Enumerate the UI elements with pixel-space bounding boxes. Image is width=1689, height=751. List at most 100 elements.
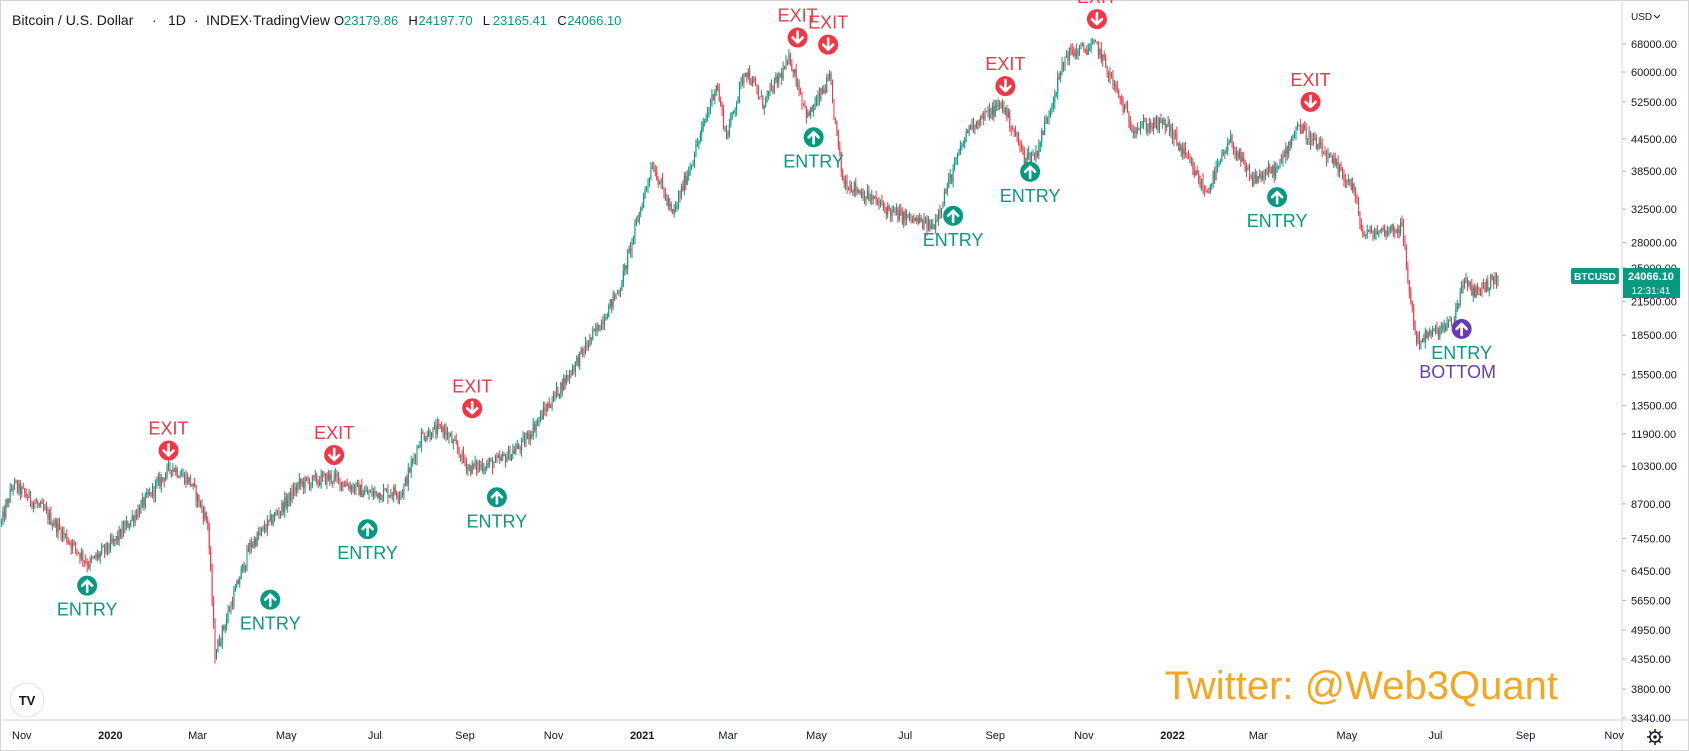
candle-body	[820, 88, 822, 100]
candle-body	[332, 481, 334, 483]
candle-body	[1212, 171, 1214, 184]
candle-body	[983, 116, 985, 119]
candle-body	[420, 432, 422, 447]
candle-body	[22, 487, 24, 489]
exit-label: EXIT	[985, 54, 1025, 74]
candle-body	[648, 178, 650, 183]
candle-body	[188, 476, 190, 484]
price-tick-label: 7450.00	[1631, 534, 1671, 546]
price-tick-label: 5650.00	[1631, 595, 1671, 607]
entry-signal[interactable]: ENTRY	[240, 589, 301, 634]
candle-body	[1198, 174, 1200, 182]
candle-body	[233, 591, 235, 607]
candle-body	[1248, 169, 1251, 175]
candle-body	[1286, 147, 1288, 154]
candle-body	[813, 108, 815, 112]
candle-body	[927, 220, 929, 230]
candle-body	[618, 292, 620, 294]
arrow-down-glyph	[999, 78, 1012, 93]
candles-group	[0, 38, 1499, 664]
entry-signal[interactable]: ENTRY	[57, 575, 118, 620]
candle-body	[708, 108, 710, 112]
candle-body	[262, 526, 264, 528]
candle-body	[284, 497, 286, 513]
candle-body	[102, 546, 104, 548]
candle-body	[1410, 291, 1412, 302]
candle-body	[1475, 285, 1477, 298]
candle-body	[465, 461, 467, 470]
entry-signal[interactable]: ENTRY	[337, 519, 398, 563]
candle-body	[288, 492, 290, 501]
exit-signal[interactable]: EXIT	[1077, 0, 1117, 30]
candle-body	[662, 178, 664, 187]
interval-label[interactable]: 1D	[168, 12, 186, 28]
candle-body	[396, 493, 398, 497]
entry-signal[interactable]: ENTRY	[783, 127, 844, 171]
exit-signal[interactable]: EXIT	[452, 376, 492, 419]
candle-body	[569, 371, 571, 378]
settings-gear-button[interactable]	[1647, 729, 1663, 745]
entry-label: ENTRY	[57, 600, 118, 620]
exit-signal[interactable]: EXIT	[778, 6, 818, 48]
exit-signal[interactable]: EXIT	[1291, 70, 1331, 112]
candle-body	[458, 449, 460, 455]
candle-body	[1029, 152, 1031, 162]
candle-body	[215, 652, 217, 659]
candle-body	[57, 523, 59, 533]
time-axis[interactable]: Nov 2020 Mar May Jul Sep Nov 2021 Mar May Jul Sep No…	[12, 730, 1624, 742]
candle-body	[628, 248, 630, 253]
candle-body	[8, 499, 10, 503]
candle-body	[313, 475, 315, 477]
candle-body	[1247, 168, 1249, 170]
exit-label: EXIT	[452, 376, 492, 396]
candle-body	[1357, 201, 1359, 213]
candle-body	[1100, 48, 1102, 61]
tradingview-logo-button[interactable]: TV	[9, 682, 45, 718]
candle-body	[1063, 62, 1065, 66]
bar-countdown: 12:31:41	[1632, 286, 1671, 297]
candle-body	[1421, 338, 1423, 342]
exit-signal[interactable]: EXIT	[985, 54, 1025, 97]
arrow-down-glyph	[327, 447, 341, 462]
candle-body	[1269, 166, 1271, 171]
candle-body	[1301, 130, 1303, 134]
candle-body	[602, 320, 604, 325]
candle-body	[1113, 83, 1115, 85]
candle-body	[1389, 229, 1391, 231]
currency-selector[interactable]: USD	[1631, 12, 1661, 23]
candle-body	[1036, 151, 1038, 157]
header-separator-3: ·	[248, 12, 253, 28]
entry-signal[interactable]: ENTRY	[923, 205, 984, 250]
candle-body	[589, 337, 591, 346]
exit-signal[interactable]: EXIT	[149, 419, 189, 461]
entry-signal[interactable]: ENTRY	[1000, 161, 1061, 206]
symbol-title[interactable]: Bitcoin / U.S. Dollar	[12, 12, 134, 28]
candle-body	[571, 368, 573, 375]
candle-body	[603, 319, 605, 325]
candle-body	[592, 330, 594, 339]
candle-body	[616, 292, 618, 294]
candle-body	[19, 482, 21, 495]
candle-body	[1128, 112, 1130, 123]
price-tick-label: 32500.00	[1631, 204, 1677, 216]
time-tick-label: Mar	[1249, 730, 1268, 742]
candle-body	[1176, 133, 1178, 145]
candle-body	[53, 524, 55, 526]
candle-body	[689, 167, 691, 173]
candle-body	[759, 96, 761, 98]
entry-signal[interactable]: ENTRY	[1247, 187, 1308, 231]
exit-signal[interactable]: EXIT	[314, 423, 354, 465]
candle-body	[625, 265, 627, 269]
entry-signal[interactable]: ENTRY	[467, 487, 528, 531]
price-axis[interactable]: 68000.00 60000.00 52500.00 44500.00 38500.00…	[1622, 39, 1677, 725]
candle-body	[1202, 179, 1204, 191]
exit-signal[interactable]: EXIT	[808, 13, 848, 55]
candle-body	[1260, 173, 1262, 179]
candle-body	[1304, 125, 1306, 129]
candle-body	[1158, 118, 1160, 130]
candle-body	[282, 503, 284, 513]
candle-body	[714, 91, 716, 100]
candle-body	[1009, 111, 1011, 128]
